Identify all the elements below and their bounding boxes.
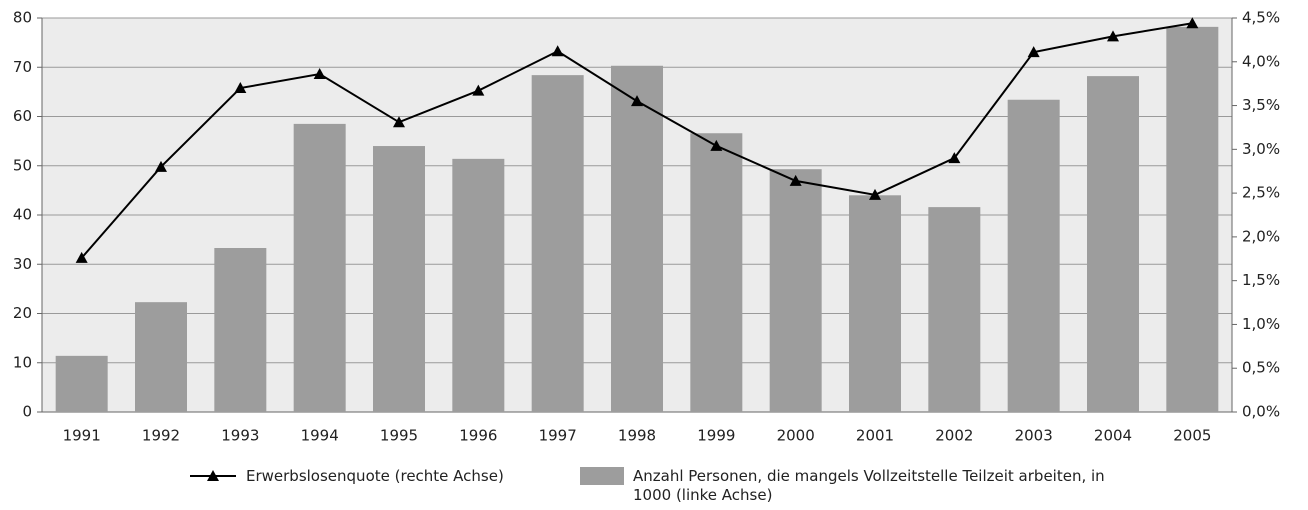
x-tick-label: 2000 [777,427,815,445]
y2-tick-label: 2,0% [1242,227,1280,245]
marker [75,251,88,263]
bar [849,195,901,412]
bar [690,133,743,412]
y2-tick-label: 3,5% [1242,96,1280,114]
marker [1027,46,1040,58]
marker [234,82,247,94]
x-tick-label: 1993 [221,427,259,445]
y-tick-label: 30 [13,255,32,273]
legend-bar-swatch [580,467,624,485]
y-tick-label: 0 [22,403,32,421]
y2-tick-label: 0,0% [1242,403,1280,421]
bar [1007,99,1060,412]
x-tick-label: 1991 [63,427,101,445]
marker [631,95,643,107]
x-tick-label: 2002 [935,427,973,445]
x-tick-label: 1997 [539,427,577,445]
y2-tick-label: 1,0% [1242,315,1280,333]
y2-tick-label: 0,5% [1242,359,1280,377]
y-tick-label: 20 [13,304,32,322]
bar [611,65,663,413]
x-tick-label: 1996 [459,427,497,445]
marker [472,84,485,96]
bar [293,123,346,412]
x-tick-label: 2003 [1015,427,1053,445]
marker [789,174,802,186]
y2-tick-label: 3,0% [1242,140,1280,158]
marker [1107,30,1119,42]
y2-tick-label: 1,5% [1242,271,1280,289]
y-tick-label: 50 [13,156,32,174]
y-tick-label: 40 [13,206,32,224]
bar [55,355,108,412]
x-tick-label: 2005 [1173,427,1211,445]
legend-marker [207,470,219,481]
x-tick-label: 1998 [618,427,656,445]
marker [551,45,564,57]
legend-bar-label: Anzahl Personen, die mangels Vollzeitste… [633,467,1105,504]
bar [1166,26,1219,413]
legend-line-label: Erwerbslosenquote (rechte Achse) [246,467,504,485]
y2-tick-label: 4,5% [1242,9,1280,27]
marker [710,139,723,151]
marker [869,188,881,200]
y2-tick-label: 4,0% [1242,52,1280,70]
y-tick-label: 60 [13,107,32,125]
x-tick-label: 1992 [142,427,180,445]
marker [155,160,167,172]
bar [214,247,267,412]
y-tick-label: 80 [13,9,32,27]
bar [531,75,584,412]
marker [313,68,326,80]
x-tick-label: 1995 [380,427,418,445]
marker [1186,17,1199,29]
y-tick-label: 10 [13,353,32,371]
y-tick-label: 70 [13,58,32,76]
bar [452,158,505,412]
x-tick-label: 2001 [856,427,894,445]
x-tick-label: 2004 [1094,427,1132,445]
marker [948,152,961,164]
bar [1087,76,1139,413]
bar [769,169,822,412]
marker [393,116,405,128]
bar [928,207,981,412]
bar [373,146,425,413]
x-tick-label: 1994 [301,427,339,445]
bar [135,302,187,412]
y2-tick-label: 2,5% [1242,184,1280,202]
x-tick-label: 1999 [697,427,735,445]
